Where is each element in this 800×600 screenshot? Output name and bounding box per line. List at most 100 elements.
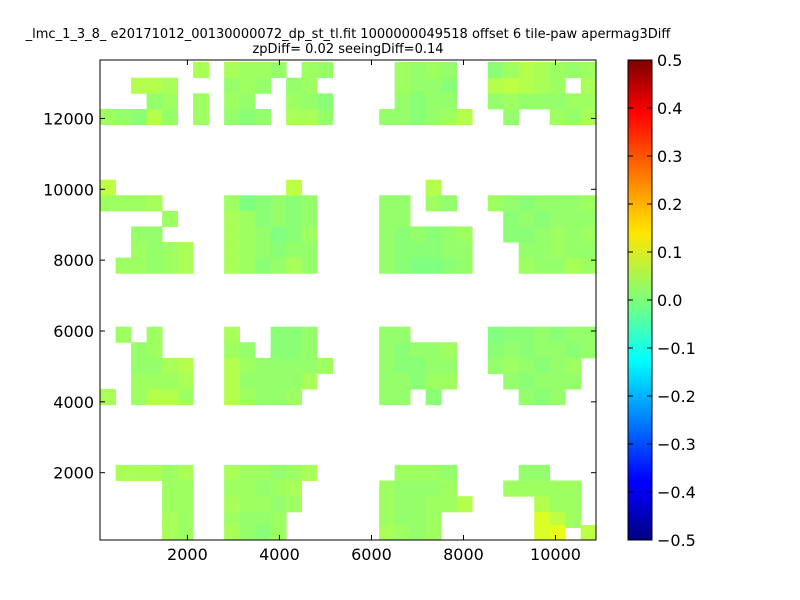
heatmap-cell [131,195,147,212]
heatmap-cell [379,373,396,390]
heatmap-cell [270,480,287,497]
heatmap-cell [410,480,427,497]
heatmap-cell [518,464,535,481]
heatmap-cell [162,93,178,110]
heatmap-cell [100,109,116,126]
heatmap-cell [394,226,411,243]
heatmap-cell [270,226,287,243]
heatmap-cell [518,77,535,94]
heatmap-cells [100,61,596,540]
heatmap-cell [549,511,566,529]
heatmap-cell [193,109,210,126]
heatmap-cell [549,373,566,390]
heatmap-cell [534,210,551,227]
heatmap-cell [239,61,256,79]
heatmap-cell [270,342,287,359]
heatmap-cell [394,525,411,540]
heatmap-cell [549,109,566,126]
heatmap-cell [286,326,303,343]
heatmap-cell [425,373,442,390]
heatmap-cell [441,480,458,497]
heatmap-cell [518,326,535,343]
heatmap-cell [394,389,411,406]
heatmap-cell [549,61,566,79]
heatmap-cell [301,77,318,94]
heatmap-cell [487,357,504,374]
heatmap-cell [115,464,132,481]
heatmap-cell [301,357,318,374]
heatmap-cell [270,525,287,540]
heatmap-cell [224,242,241,259]
heatmap-cell [410,109,427,126]
colorbar-tick-label: 0.2 [657,195,682,214]
heatmap-cell [146,326,163,343]
y-tick-label: 12000 [43,109,94,128]
heatmap-cell [518,210,535,227]
heatmap-cell [534,257,551,274]
heatmap-cell [580,93,596,110]
heatmap-cell [565,242,582,259]
heatmap-cell [162,480,178,497]
heatmap-cell [317,93,334,110]
heatmap-cell [580,326,596,343]
heatmap-cell [410,242,427,259]
heatmap-cell [410,357,427,374]
heatmap-cell [239,464,256,481]
heatmap-cell [301,210,318,227]
heatmap-cell [565,226,582,243]
heatmap-cell [286,93,303,110]
colorbar-tick-label: −0.3 [657,435,696,454]
heatmap-cell [146,77,163,94]
heatmap-cell [301,195,318,212]
heatmap-cell [441,226,458,243]
colorbar-tick-label: −0.2 [657,387,696,406]
heatmap-cell [565,61,582,79]
heatmap-cell [270,511,287,529]
heatmap-cell [549,93,566,110]
heatmap-cell [394,480,411,497]
heatmap-cell [286,210,303,227]
heatmap-cell [270,61,287,79]
heatmap-cell [456,226,473,243]
heatmap-cell [286,480,303,497]
heatmap-cell [441,77,458,94]
heatmap-cell [286,496,303,513]
heatmap-cell [565,257,582,274]
heatmap-cell [410,342,427,359]
heatmap-cell [146,464,163,481]
heatmap-cell [115,109,132,126]
heatmap-cell [286,242,303,259]
heatmap-cell [487,326,504,343]
x-tick-label: 8000 [443,545,484,564]
heatmap-cell [162,242,178,259]
heatmap-cell [224,464,241,481]
heatmap-cell [549,257,566,274]
heatmap-cell [255,480,272,497]
colorbar-tick-label: 0.0 [657,291,682,310]
heatmap-cell [534,480,551,497]
heatmap-cell [255,226,272,243]
heatmap-cell [503,226,520,243]
heatmap-cell [580,61,596,79]
heatmap-cell [441,93,458,110]
heatmap-cell [425,496,442,513]
y-tick-label: 2000 [53,464,94,483]
heatmap-cell [301,342,318,359]
heatmap-cell [379,357,396,374]
heatmap-cell [301,61,318,79]
heatmap-cell [224,342,241,359]
heatmap-cell [425,77,442,94]
heatmap-cell [394,357,411,374]
heatmap-cell [487,77,504,94]
heatmap-cell [239,242,256,259]
heatmap-cell [379,210,396,227]
heatmap-cell [270,195,287,212]
heatmap-cell [549,210,566,227]
chart-subtitle: zpDiff= 0.02 seeingDiff=0.14 [252,42,443,57]
heatmap-cell [425,61,442,79]
heatmap-cell [255,242,272,259]
heatmap-cell [239,511,256,529]
heatmap-cell [425,226,442,243]
colorbar-tick-label: 0.4 [657,99,682,118]
x-tick-label: 6000 [351,545,392,564]
